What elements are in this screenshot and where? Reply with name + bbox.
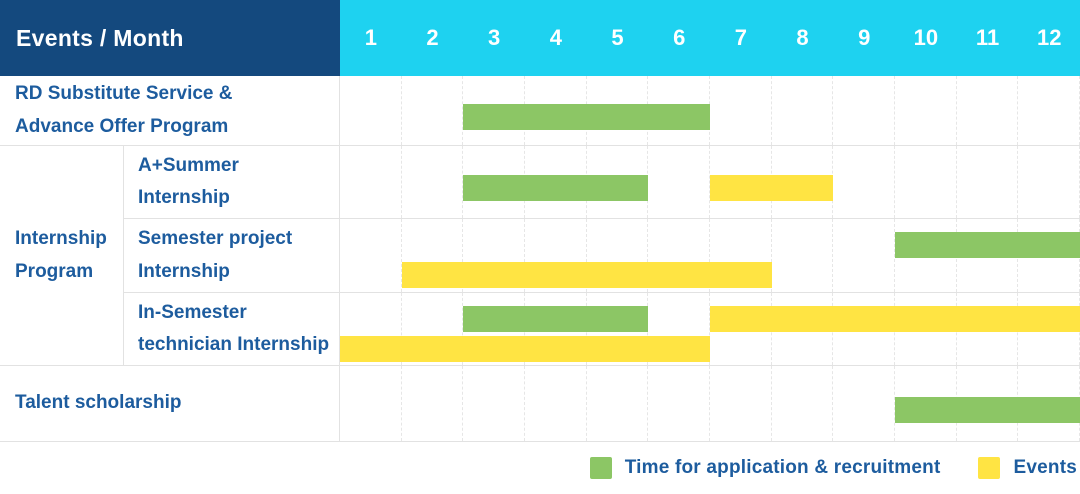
month-gridline [463,366,526,441]
month-gridline [587,219,649,292]
chart-row-in-semester-technician-internship [340,293,1080,366]
events-color-swatch-icon [978,457,1001,479]
month-gridline [402,293,464,365]
month-gridline [833,146,896,218]
month-gridline [340,293,402,365]
month-header-12: 12 [1036,25,1062,50]
group-label-text: Internship Program [15,228,107,282]
month-gridline [463,219,526,292]
month-gridline [402,76,464,145]
gantt-bar-application-m3-m5 [463,306,649,332]
gantt-bar-event-m1-m6 [340,336,710,362]
chart-row-a-plus-summer-internship [340,146,1080,219]
month-gridline [957,76,1019,145]
month-gridline [648,146,711,218]
chart-row-talent-scholarship [340,366,1080,442]
row-label-text: RD Substitute Service & Advance Offer Pr… [15,83,233,137]
month-gridline [402,366,464,441]
month-gridline [833,76,896,145]
month-gridline [772,366,834,441]
month-header-4: 4 [549,25,562,50]
month-gridline [710,366,772,441]
events-month-header-label: Events / Month [16,24,184,51]
month-gridline [772,76,834,145]
month-gridline [833,219,896,292]
month-header-6: 6 [673,25,686,50]
month-gridline [648,219,711,292]
legend: Time for application & recruitment Event… [0,442,1080,494]
legend-item-events: Events [978,457,1077,479]
gantt-bar-application-m10-m12 [895,396,1080,423]
month-gridline [710,219,772,292]
chart-row-semester-project-internship [340,219,1080,293]
month-gridline [525,219,587,292]
legend-item-application: Time for application & recruitment [589,457,941,479]
row-label-text: Talent scholarship [15,392,182,414]
month-gridline [895,146,957,218]
legend-label-events: Events [1013,457,1077,478]
row-label-text: In-Semester technician Internship [138,301,330,355]
month-header-1: 1 [364,25,377,50]
month-gridline [587,366,649,441]
legend-label-application: Time for application & recruitment [624,457,941,478]
month-header-10: 10 [913,25,939,50]
month-gridline [340,366,402,441]
month-header-7: 7 [734,25,747,50]
month-gridline [772,219,834,292]
gantt-bar-event-m7-m8 [710,175,834,201]
month-gridline [648,366,711,441]
month-gridline [710,76,772,145]
application-color-swatch-icon [589,457,612,479]
month-gridline [648,293,711,365]
gantt-bar-application-m10-m12 [895,232,1080,258]
gantt-bar-event-m7-m12 [710,306,1080,332]
chart-row-rd-substitute-service [340,76,1080,146]
month-gridline [340,146,402,218]
month-header-8: 8 [796,25,809,50]
gantt-body: RD Substitute Service & Advance Offer Pr… [0,76,1080,442]
month-header-11: 11 [975,25,1000,50]
gantt-bar-event-m2-m7 [401,262,772,288]
gantt-bar-application-m3-m5 [463,175,649,201]
month-gridline [402,146,464,218]
table-header: Events / Month 1 2 3 4 5 6 7 8 9 10 11 12 [0,0,1080,76]
month-header-3: 3 [488,25,501,50]
group-label-internship-program: Internship Program [0,146,124,366]
row-label-in-semester-technician-internship: In-Semester technician Internship [124,293,340,366]
row-label-a-plus-summer-internship: A+Summer Internship [124,146,340,219]
month-gridline [957,146,1019,218]
month-header-row: 1 2 3 4 5 6 7 8 9 10 11 12 [340,0,1080,76]
row-label-rd-substitute-service: RD Substitute Service & Advance Offer Pr… [0,76,340,146]
month-gridline [895,76,957,145]
month-header-2: 2 [426,25,439,50]
row-label-text: A+Summer Internship [138,154,239,208]
month-gridline [525,366,587,441]
month-gridline [402,219,464,292]
events-month-header-cell: Events / Month [0,0,340,76]
month-gridline [1018,76,1080,145]
month-header-9: 9 [858,25,871,50]
row-label-semester-project-internship: Semester project Internship [124,219,340,293]
month-header-5: 5 [611,25,624,50]
month-gridline [1018,146,1080,218]
gantt-bar-application-m3-m6 [463,103,710,130]
row-label-talent-scholarship: Talent scholarship [0,366,340,442]
month-gridline [833,366,896,441]
row-label-text: Semester project Internship [138,228,293,282]
month-gridline [340,76,402,145]
month-gridline [340,219,402,292]
